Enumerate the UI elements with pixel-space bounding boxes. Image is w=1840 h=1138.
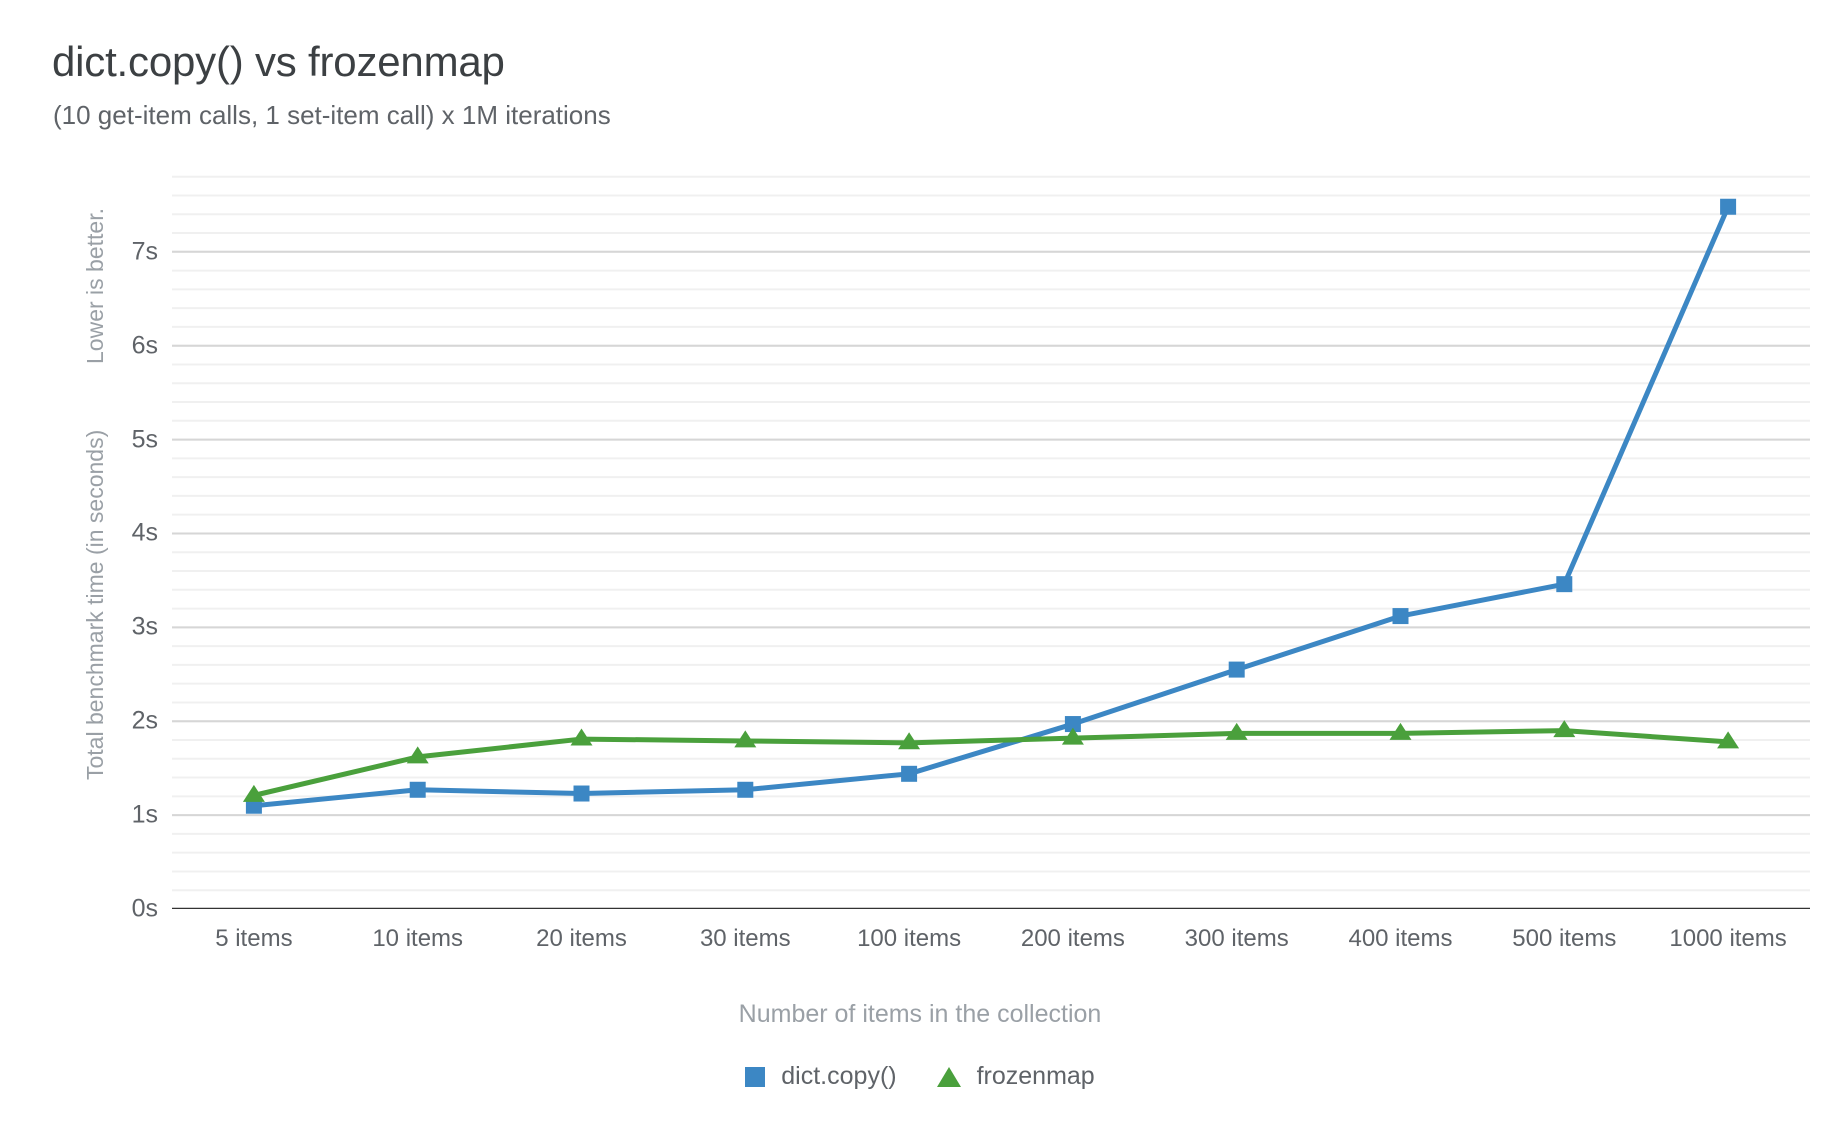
x-axis-tick-label: 5 items (215, 925, 293, 952)
data-point-marker[interactable] (570, 728, 593, 746)
major-gridlines (172, 250, 1810, 817)
data-point-marker[interactable] (734, 730, 757, 748)
data-point-marker[interactable] (1556, 576, 1573, 593)
data-point-marker[interactable] (1389, 722, 1412, 740)
x-axis-tick-label: 10 items (372, 925, 464, 952)
data-point-marker[interactable] (1228, 661, 1245, 678)
data-point-marker[interactable] (1064, 716, 1081, 733)
x-axis-tick-label: 30 items (699, 925, 791, 952)
data-point-marker[interactable] (1553, 720, 1576, 738)
legend-label: frozenmap (976, 1062, 1095, 1090)
data-point-marker[interactable] (1717, 731, 1740, 749)
data-point-marker[interactable] (409, 781, 426, 798)
y-axis-tick-label: 1s (131, 800, 158, 829)
y-axis-tick-label: 6s (131, 331, 158, 360)
y-axis-tick-label: 5s (131, 425, 158, 454)
y-axis-tick-label: 2s (131, 706, 158, 735)
minor-gridlines (172, 175, 1810, 909)
chart-subtitle: (10 get-item calls, 1 set-item call) x 1… (53, 100, 611, 130)
y-axis-tick-label: 0s (131, 894, 158, 923)
legend-label: dict.copy() (781, 1062, 897, 1090)
series-2 (242, 720, 1740, 802)
y-axis-tick-label: 7s (131, 237, 158, 266)
data-point-marker[interactable] (1392, 608, 1409, 625)
x-axis-tick-label: 200 items (1020, 925, 1125, 952)
legend-triangle-icon (936, 1066, 961, 1087)
data-point-marker[interactable] (737, 781, 754, 798)
data-point-marker[interactable] (898, 732, 921, 750)
x-axis-tick-label: 500 items (1512, 925, 1617, 952)
data-point-marker[interactable] (901, 765, 918, 782)
series-line (251, 728, 1731, 798)
data-point-marker[interactable] (1720, 198, 1737, 215)
plot-area (172, 172, 1810, 909)
x-axis-tick-label: 400 items (1348, 925, 1453, 952)
y-axis-tick-label: 3s (131, 612, 158, 641)
x-axis-tick-label: 20 items (536, 925, 627, 952)
chart-legend: dict.copy() frozenmap (0, 1062, 1840, 1091)
data-point-marker[interactable] (242, 784, 265, 802)
y-axis-tick-label: 4s (131, 518, 158, 547)
x-axis-title: Number of items in the collection (738, 1000, 1102, 1028)
legend-item[interactable]: frozenmap (936, 1062, 1095, 1091)
chart-title: dict.copy() vs frozenmap (52, 38, 505, 85)
x-axis-tick-label: 100 items (857, 925, 962, 952)
x-axis-tick-label: 1000 items (1669, 925, 1787, 952)
series-line (251, 204, 1731, 809)
data-point-marker[interactable] (406, 746, 429, 764)
data-series-layer (242, 198, 1740, 814)
legend-item[interactable]: dict.copy() (745, 1062, 897, 1091)
series-1 (245, 198, 1737, 814)
data-point-marker[interactable] (573, 785, 590, 802)
data-point-marker[interactable] (1061, 727, 1084, 745)
plot-svg (172, 175, 1810, 909)
x-axis-tick-label: 300 items (1184, 925, 1289, 952)
legend-square-icon (745, 1066, 766, 1087)
data-point-marker[interactable] (1225, 722, 1248, 740)
